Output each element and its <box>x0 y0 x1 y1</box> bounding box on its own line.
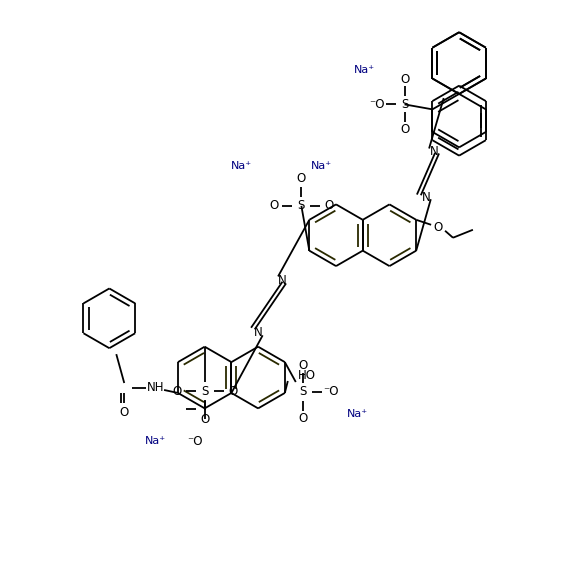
Text: HO: HO <box>298 368 316 381</box>
Text: O: O <box>400 123 409 136</box>
Text: O: O <box>325 199 334 212</box>
Text: S: S <box>201 385 208 398</box>
Text: O: O <box>172 385 182 398</box>
Text: ⁻O: ⁻O <box>369 98 384 111</box>
Text: Na⁺: Na⁺ <box>347 409 368 419</box>
Text: N: N <box>422 191 430 204</box>
Text: O: O <box>119 406 129 419</box>
Text: Na⁺: Na⁺ <box>231 161 252 171</box>
Text: O: O <box>298 359 307 372</box>
Text: Na⁺: Na⁺ <box>311 161 332 171</box>
Text: NH: NH <box>147 381 165 394</box>
Text: O: O <box>434 221 443 234</box>
Text: O: O <box>228 385 237 398</box>
Text: O: O <box>269 199 278 212</box>
Text: ⁻O: ⁻O <box>187 434 203 447</box>
Text: N: N <box>278 274 286 287</box>
Text: S: S <box>298 199 305 212</box>
Text: O: O <box>297 172 306 185</box>
Text: S: S <box>299 385 306 398</box>
Text: Na⁺: Na⁺ <box>144 436 165 446</box>
Text: S: S <box>401 98 408 111</box>
Text: O: O <box>200 413 209 426</box>
Text: O: O <box>400 73 409 86</box>
Text: Na⁺: Na⁺ <box>354 64 375 75</box>
Text: O: O <box>298 412 307 425</box>
Text: ⁻O: ⁻O <box>323 385 338 398</box>
Text: N: N <box>430 145 439 158</box>
Text: N: N <box>254 326 263 339</box>
